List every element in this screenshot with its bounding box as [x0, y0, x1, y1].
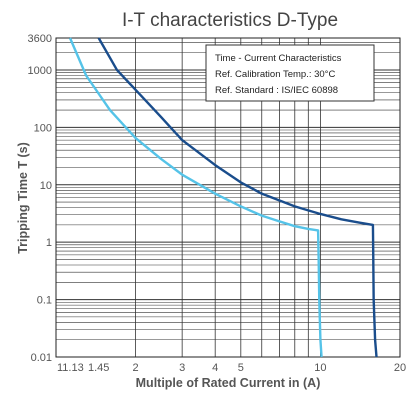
x-tick-label: 1.13	[62, 362, 83, 374]
y-tick-label: 10	[40, 180, 52, 192]
legend-line-2: Ref. Calibration Temp.: 30°C	[215, 69, 335, 80]
x-tick-label: 3	[179, 362, 185, 374]
series-curve-1	[68, 37, 323, 358]
y-tick-label: 0.01	[31, 352, 52, 364]
x-tick-label: 1	[57, 362, 63, 374]
x-tick-label: 4	[212, 362, 218, 374]
x-axis-label: Multiple of Rated Current in (A)	[136, 376, 321, 390]
y-axis-label: Tripping Time T (s)	[16, 142, 30, 254]
y-tick-label: 1	[46, 237, 52, 249]
legend-line-3: Ref. Standard : IS/IEC 60898	[215, 85, 338, 96]
legend: Time - Current Characteristics Ref. Cali…	[205, 44, 375, 102]
plot-frame	[55, 37, 401, 358]
y-tick-label: 0.1	[37, 295, 52, 307]
legend-line-1: Time - Current Characteristics	[215, 53, 342, 64]
x-tick-label: 5	[238, 362, 244, 374]
y-tick-label: 3600	[28, 33, 52, 45]
x-tick-label: 1.45	[88, 362, 109, 374]
x-tick-label: 2	[133, 362, 139, 374]
x-tick-label: 10	[314, 362, 326, 374]
x-tick-label: 20	[394, 362, 406, 374]
y-tick-label: 100	[34, 122, 52, 134]
series-layer	[68, 37, 378, 358]
chart-title: I-T characteristics D-Type	[122, 10, 338, 31]
series-curve-2	[97, 37, 378, 358]
legend-box	[205, 44, 375, 102]
y-tick-label: 1000	[28, 65, 52, 77]
